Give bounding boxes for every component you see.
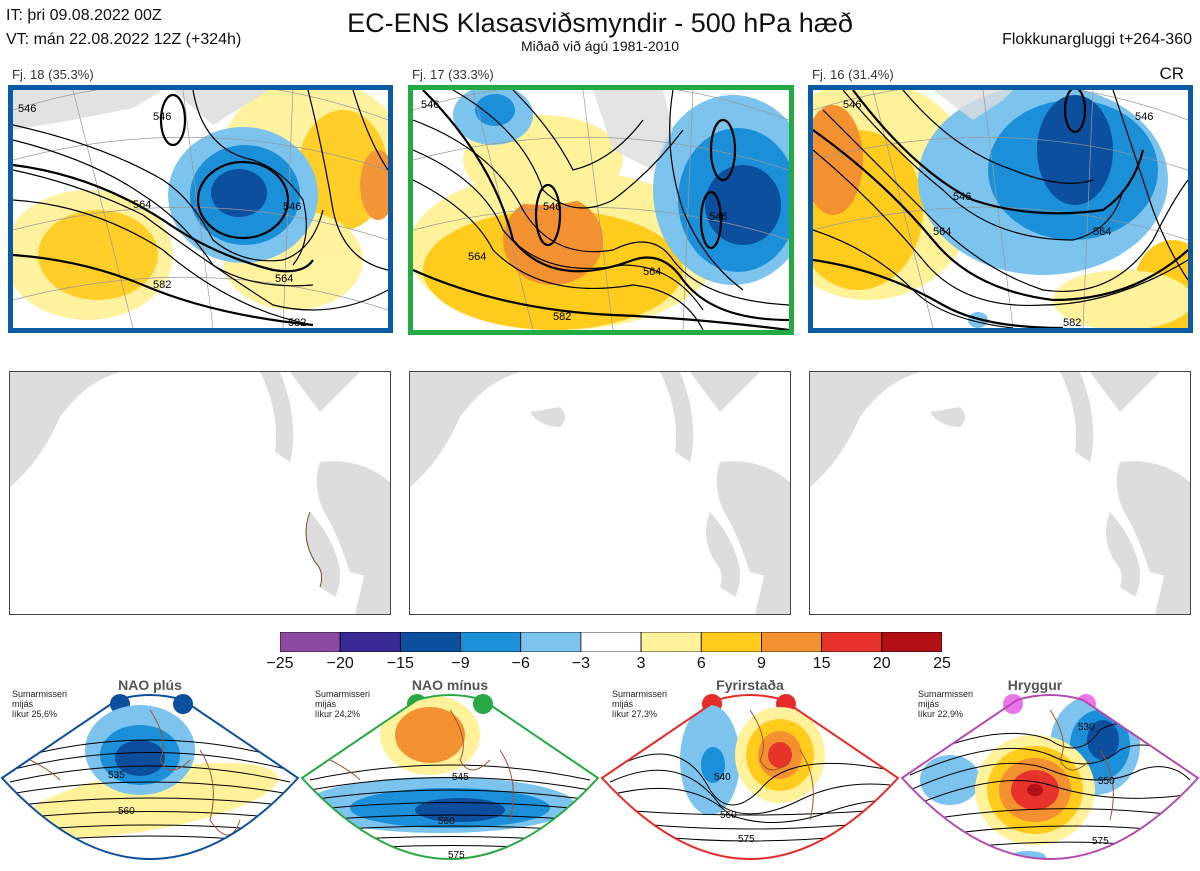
colorbar-tick-label: −9 [451, 655, 470, 672]
contour-label: 575 [1092, 836, 1109, 847]
contour-label: 546 [843, 99, 861, 111]
empty-map-3 [809, 371, 1191, 615]
contour-label: 582 [553, 311, 571, 323]
colorbar-swatch [460, 632, 522, 652]
contour-label: 564 [643, 266, 661, 278]
colorbar-tick-label: 6 [696, 655, 706, 672]
colorbar-tick-label: −20 [326, 655, 354, 672]
colorbar-tick-label: 3 [636, 655, 646, 672]
regime-season: Sumarmisseri [918, 689, 974, 699]
colorbar-tick-label: −3 [571, 655, 591, 672]
colorbar-swatch [821, 632, 883, 652]
contour-label: 546 [283, 201, 301, 213]
regime-likelihood: líkur 22,9% [918, 709, 964, 719]
regime-mean: mijás [612, 699, 634, 709]
cluster-2-label: Fj. 17 (33.3%) [412, 67, 494, 82]
regime-likelihood: líkur 25,6% [12, 709, 58, 719]
colorbar-tick-label: −6 [511, 655, 530, 672]
colorbar-swatch [761, 632, 823, 652]
regime-name: Fyrirstaða [716, 677, 784, 693]
contour-label: 582 [153, 279, 171, 291]
contour-label: 546 [18, 103, 36, 115]
colorbar-swatch [399, 632, 461, 652]
contour-label: 540 [714, 772, 731, 783]
regime-name: NAO mínus [411, 677, 489, 693]
contour-label: 546 [953, 191, 971, 203]
colorbar-swatch [881, 632, 942, 652]
contour-label: 564 [275, 273, 293, 285]
classification-window: Flokkunargluggi t+264-360 [1002, 31, 1192, 48]
contour-label: 575 [448, 850, 465, 861]
empty-map-1 [9, 371, 391, 615]
regime-season: Sumarmisseri [12, 689, 68, 699]
contour-label: 546 [421, 99, 439, 111]
cluster-map-1: 546 546 564 564 582 582 546 [8, 85, 393, 333]
page-subtitle: Miðað við ágú 1981-2010 [520, 38, 679, 54]
contour-label: 564 [468, 251, 486, 263]
contour-label: 546 [709, 211, 727, 223]
empty-map-2 [409, 371, 791, 615]
regime-mean: mijás [315, 699, 337, 709]
contour-label: 575 [738, 834, 755, 845]
cluster-1-label: Fj. 18 (35.3%) [12, 67, 94, 82]
page-title: EC-ENS Klasasviðsmyndir - 500 hPa hæð [347, 8, 853, 38]
colorbar-swatch [700, 632, 762, 652]
cluster-map-2: 546 546 546 564 564 582 [408, 85, 794, 335]
contour-label: 560 [438, 816, 455, 827]
colorbar-swatch [640, 632, 702, 652]
colorbar-tick-label: −25 [266, 655, 294, 672]
regime-mean: mijás [12, 699, 34, 709]
regime-likelihood: líkur 27,3% [612, 709, 658, 719]
colorbar-tick-label: 25 [933, 655, 951, 672]
regime-likelihood: líkur 24,2% [315, 709, 361, 719]
cluster-3-label: Fj. 16 (31.4%) [812, 67, 894, 82]
regime-season: Sumarmisseri [612, 689, 668, 699]
regime-tag: CR [1159, 64, 1184, 83]
regime-name: NAO plús [118, 677, 182, 693]
colorbar-tick-label: 15 [812, 655, 831, 672]
contour-label: 550 [1098, 776, 1115, 787]
contour-label: 564 [933, 226, 951, 238]
contour-label: 545 [452, 772, 469, 783]
contour-label: 530 [1078, 722, 1095, 733]
anomaly-colorbar [280, 632, 942, 652]
contour-label: 560 [118, 806, 135, 817]
contour-label: 546 [543, 201, 561, 213]
cluster-map-3: 546 546 546 564 564 582 [808, 85, 1193, 333]
colorbar-tick-label: −15 [386, 655, 414, 672]
colorbar-swatch [339, 632, 401, 652]
colorbar-tick-label: 20 [872, 655, 891, 672]
contour-label: 582 [1063, 317, 1081, 328]
contour-label: 564 [1093, 226, 1111, 238]
contour-label: 546 [1135, 111, 1153, 123]
contour-label: 535 [108, 770, 125, 781]
valid-time: VT: mán 22.08.2022 12Z (+324h) [6, 31, 242, 48]
colorbar-swatch [580, 632, 642, 652]
colorbar-swatch [280, 632, 341, 652]
regime-season: Sumarmisseri [315, 689, 371, 699]
colorbar-swatch [520, 632, 582, 652]
contour-label: 546 [153, 111, 171, 123]
contour-label: 560 [720, 810, 737, 821]
regime-mean: mijás [918, 699, 940, 709]
contour-label: 582 [288, 317, 306, 328]
colorbar-tick-label: 9 [757, 655, 766, 672]
regime-name: Hryggur [1007, 677, 1063, 693]
issue-time: IT: þri 09.08.2022 00Z [6, 7, 162, 24]
contour-label: 564 [133, 199, 151, 211]
